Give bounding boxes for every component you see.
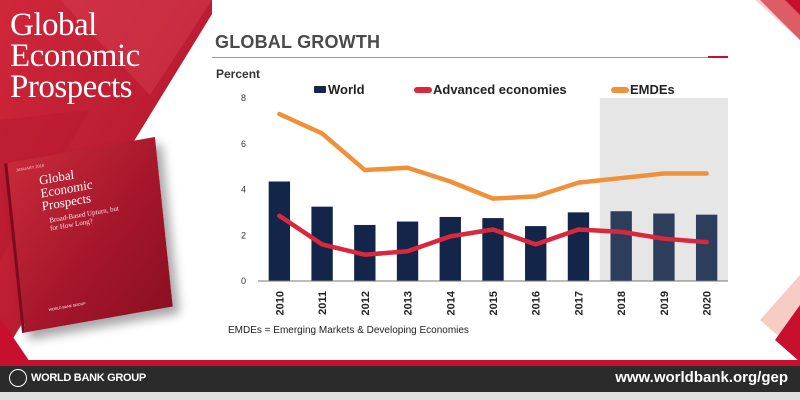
y-tick-label: 6 bbox=[241, 139, 246, 149]
legend-swatch-advanced bbox=[414, 87, 432, 93]
bar-world bbox=[610, 211, 632, 281]
title-divider bbox=[212, 57, 708, 58]
bar-world bbox=[567, 212, 590, 281]
legend-swatch-world bbox=[314, 86, 326, 93]
x-tick-label: 2011 bbox=[317, 291, 329, 315]
title-divider-accent bbox=[708, 56, 728, 58]
legend-label-world: World bbox=[328, 82, 365, 97]
footer-logo-text: WORLD BANK GROUP bbox=[31, 372, 146, 384]
brand-title-line: Prospects bbox=[10, 69, 132, 105]
bar-world bbox=[268, 181, 291, 281]
y-tick-label: 0 bbox=[241, 276, 246, 286]
y-tick-label: 8 bbox=[241, 93, 246, 103]
y-tick-label: 2 bbox=[241, 230, 246, 240]
bar-world bbox=[439, 216, 461, 281]
corner-accent-right-dark bbox=[775, 305, 800, 362]
brand-title-line: Global bbox=[10, 7, 97, 43]
x-tick-label: 2016 bbox=[531, 291, 543, 315]
bar-world bbox=[653, 213, 675, 281]
x-tick-label: 2014 bbox=[445, 290, 457, 315]
x-tick-label: 2017 bbox=[573, 291, 585, 315]
bar-world bbox=[695, 214, 718, 281]
y-axis-label: Percent bbox=[216, 67, 260, 81]
x-tick-label: 2015 bbox=[488, 291, 500, 315]
line-advanced-economies bbox=[277, 213, 709, 257]
chart-title: GLOBAL GROWTH bbox=[215, 32, 381, 52]
world-bank-logo-icon bbox=[9, 369, 27, 387]
legend-label-emdes: EMDEs bbox=[630, 82, 675, 97]
x-tick-label: 2012 bbox=[360, 291, 372, 315]
footer-url-link[interactable]: www.worldbank.org/gep bbox=[615, 369, 788, 386]
x-tick-label: 2010 bbox=[274, 291, 286, 315]
footer-bar bbox=[0, 366, 800, 392]
x-tick-label: 2018 bbox=[616, 291, 628, 315]
brand-title: Global Economic Prospects bbox=[10, 7, 140, 105]
bar-world bbox=[525, 226, 547, 281]
brand-title-line: Economic bbox=[10, 38, 140, 74]
bar-world bbox=[482, 218, 504, 281]
x-tick-label: 2019 bbox=[659, 291, 671, 315]
footer-red-stripe bbox=[0, 360, 800, 366]
y-tick-label: 4 bbox=[241, 185, 246, 195]
red-panel-facet bbox=[60, 0, 212, 95]
x-tick-label: 2013 bbox=[403, 291, 415, 315]
corner-accent-top-right-light bbox=[755, 0, 800, 40]
chart-footnote: EMDEs = Emerging Markets & Developing Ec… bbox=[228, 325, 469, 336]
corner-accent-left bbox=[0, 318, 30, 362]
line-emdes bbox=[277, 111, 709, 201]
legend-swatch-emdes bbox=[611, 87, 629, 93]
x-tick-label: 2020 bbox=[702, 291, 714, 315]
legend-label-advanced: Advanced economies bbox=[433, 82, 567, 97]
